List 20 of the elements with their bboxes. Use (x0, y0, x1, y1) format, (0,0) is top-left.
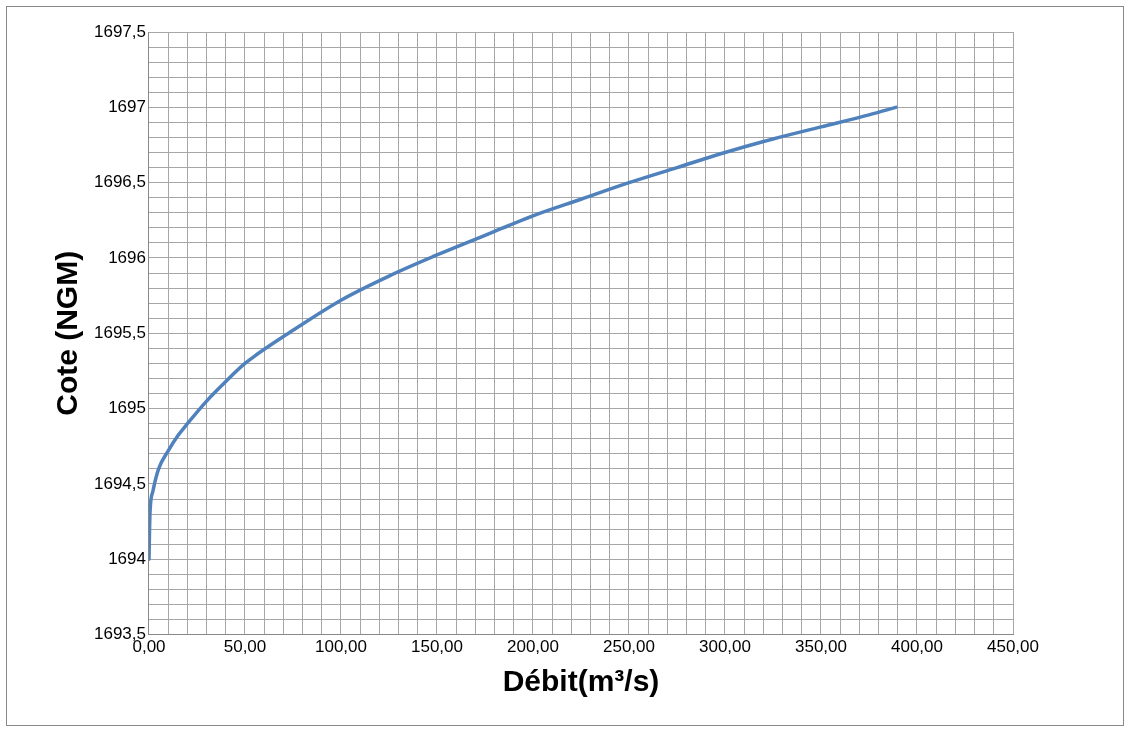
x-tick-label: 400,00 (891, 637, 943, 657)
x-tick-label: 100,00 (315, 637, 367, 657)
y-tick-label: 1694 (108, 548, 146, 568)
x-axis-title: Débit(m³/s) (502, 664, 660, 698)
y-tick-label: 1694,5 (94, 473, 146, 493)
y-tick-label: 1696,5 (94, 172, 146, 192)
x-tick-label: 250,00 (603, 637, 655, 657)
y-tick-label: 1695 (108, 398, 146, 418)
y-tick-label: 1697,5 (94, 21, 146, 41)
y-tick-label: 1696 (108, 247, 146, 267)
line-series (149, 105, 898, 562)
x-tick-label: 300,00 (699, 637, 751, 657)
y-axis-title: Cote (NGM) (50, 250, 84, 416)
x-tick-label: 150,00 (411, 637, 463, 657)
y-tick-label: 1697 (108, 97, 146, 117)
x-tick-label: 350,00 (795, 637, 847, 657)
x-tick-label: 200,00 (507, 637, 559, 657)
x-tick-label: 450,00 (987, 637, 1039, 657)
x-tick-label: 50,00 (223, 637, 267, 657)
y-tick-label: 1695,5 (94, 322, 146, 342)
